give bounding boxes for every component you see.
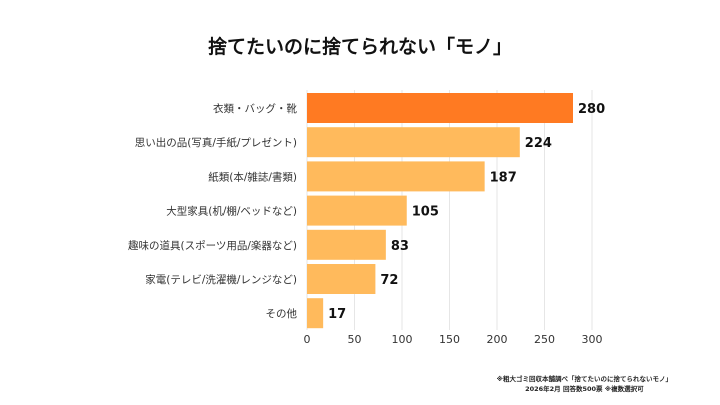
bar — [307, 229, 386, 260]
bar — [307, 195, 407, 226]
footnote: ※粗大ゴミ回収本舗調べ「捨てたいのに捨てられないモノ」 2026年2月 回答数5… — [497, 374, 672, 394]
category-label: その他 — [266, 307, 298, 320]
footnote-source: ※粗大ゴミ回収本舗調べ「捨てたいのに捨てられないモノ」 — [496, 375, 672, 383]
data-label: 280 — [578, 102, 605, 117]
x-tick-label: 300 — [582, 333, 603, 346]
category-label: 趣味の道具(スポーツ用品/楽器など) — [128, 239, 297, 252]
data-label: 83 — [391, 239, 409, 254]
category-label: 衣類・バッグ・靴 — [213, 102, 297, 115]
bar — [307, 161, 485, 192]
x-tick-label: 250 — [534, 333, 555, 346]
category-label: 紙類(本/雑誌/書類) — [208, 170, 297, 183]
x-tick-label: 150 — [439, 333, 460, 346]
category-label: 思い出の品(写真/手紙/プレゼント) — [135, 136, 297, 149]
x-tick-label: 100 — [392, 333, 413, 346]
bar — [307, 127, 520, 158]
bar — [307, 93, 573, 123]
x-tick-label: 200 — [487, 333, 508, 346]
x-tick-label: 50 — [348, 333, 362, 346]
category-label: 大型家具(机/棚/ベッドなど) — [166, 205, 297, 218]
data-label: 224 — [525, 136, 552, 151]
bar — [307, 298, 324, 329]
data-label: 17 — [328, 307, 346, 322]
chart-title: 捨てたいのに捨てられない「モノ」 — [207, 36, 512, 58]
bar — [307, 264, 376, 294]
data-label: 105 — [412, 205, 439, 220]
x-tick-label: 0 — [304, 333, 311, 346]
category-label: 家電(テレビ/洗濯機/レンジなど) — [145, 273, 297, 286]
data-label: 72 — [380, 273, 398, 288]
footnote-details: 2026年2月 回答数500票 ※複数選択可 — [525, 385, 644, 393]
data-label: 187 — [490, 170, 517, 185]
